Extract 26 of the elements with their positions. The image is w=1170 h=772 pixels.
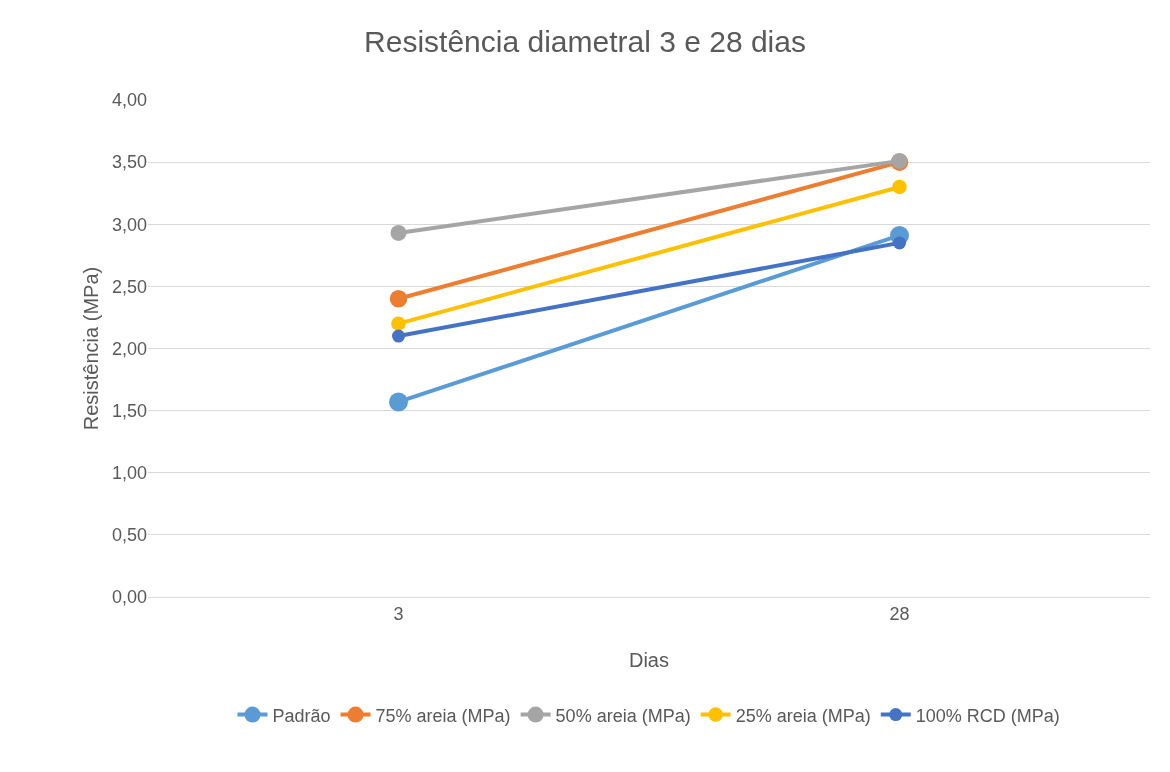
legend-label: 100% RCD (MPa) (915, 705, 1060, 726)
y-tick-label: 3,50 (111, 152, 147, 173)
point (893, 236, 906, 250)
y-tick-label: 2,00 (111, 338, 147, 359)
legend-label: 25% areia (MPa) (735, 705, 871, 726)
point (892, 179, 907, 195)
y-tick-label: 4,00 (111, 90, 147, 111)
legend-label: 75% areia (MPa) (375, 705, 511, 726)
point (389, 392, 408, 412)
y-tick-label: 1,50 (111, 400, 147, 421)
point (392, 329, 405, 343)
y-axis-title: Resistência (MPa) (80, 266, 102, 431)
point (389, 290, 408, 308)
y-tick-label: 1,00 (111, 463, 147, 484)
x-axis-title: Dias (628, 649, 670, 671)
point (390, 224, 407, 241)
y-tick-label: 0,50 (111, 525, 147, 546)
x-tick-label: 28 (889, 603, 910, 624)
legend-label: Padrão (272, 705, 331, 726)
y-tick-label: 2,50 (111, 276, 147, 297)
y-tick-label: 3,00 (111, 214, 147, 235)
x-tick-label: 3 (393, 603, 404, 624)
point (391, 316, 406, 331)
chart-title: Resistência diametral 3 e 28 dias (364, 24, 806, 58)
y-tick-label: 0,00 (111, 587, 147, 608)
legend-label: 50% areia (MPa) (555, 705, 691, 726)
